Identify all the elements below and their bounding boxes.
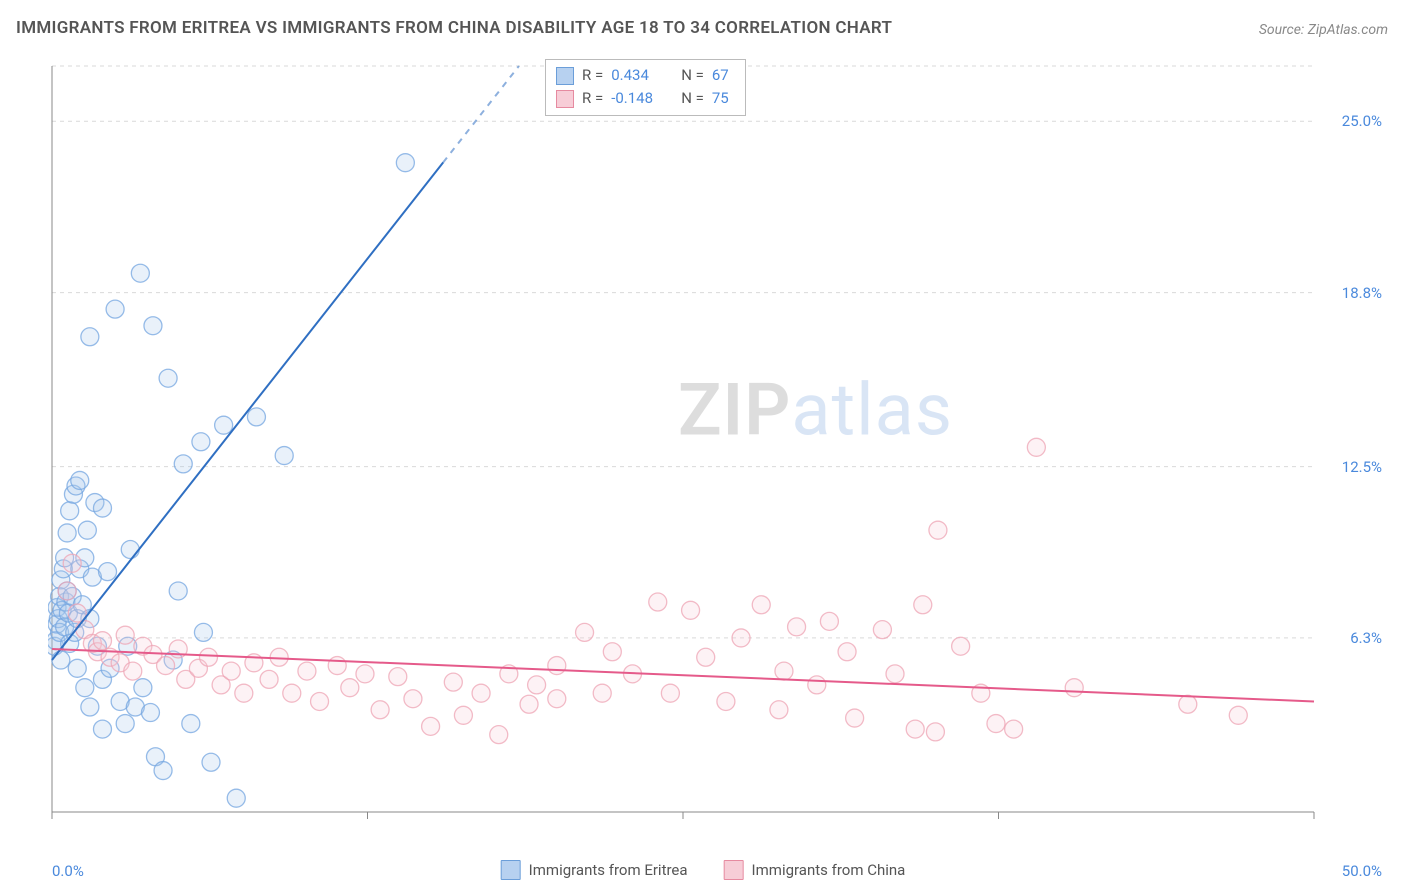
plot-area — [48, 58, 1388, 846]
y-axis-tick-label: 25.0% — [1342, 112, 1382, 130]
y-axis-tick-label: 12.5% — [1342, 458, 1382, 476]
stats-row-china: R = -0.148 N = 75 — [556, 87, 735, 110]
legend-label-china: Immigrants from China — [752, 861, 906, 879]
source-attribution: Source: ZipAtlas.com — [1259, 22, 1388, 38]
legend-swatch-eritrea — [501, 860, 521, 880]
stats-swatch-eritrea — [556, 67, 574, 85]
stats-n-value-china: 75 — [712, 87, 729, 110]
stats-r-value-china: -0.148 — [611, 87, 667, 110]
y-axis-tick-label: 6.3% — [1350, 629, 1382, 647]
stats-n-label: N = — [681, 87, 704, 110]
stats-swatch-china — [556, 90, 574, 108]
x-axis-min-label: 0.0% — [52, 862, 84, 880]
stats-r-label: R = — [582, 64, 603, 87]
stats-n-value-eritrea: 67 — [712, 64, 729, 87]
stats-r-value-eritrea: 0.434 — [611, 64, 667, 87]
legend-swatch-china — [724, 860, 744, 880]
correlation-stats-box: R = 0.434 N = 67 R = -0.148 N = 75 — [545, 59, 746, 116]
legend-item-eritrea: Immigrants from Eritrea — [501, 860, 688, 880]
legend-item-china: Immigrants from China — [724, 860, 906, 880]
x-axis-max-label: 50.0% — [1342, 862, 1382, 880]
legend-bottom: Immigrants from Eritrea Immigrants from … — [501, 860, 906, 880]
chart-title: IMMIGRANTS FROM ERITREA VS IMMIGRANTS FR… — [16, 18, 892, 38]
page-root: IMMIGRANTS FROM ERITREA VS IMMIGRANTS FR… — [0, 0, 1406, 892]
stats-r-label: R = — [582, 87, 603, 110]
stats-row-eritrea: R = 0.434 N = 67 — [556, 64, 735, 87]
legend-label-eritrea: Immigrants from Eritrea — [529, 861, 688, 879]
stats-n-label: N = — [681, 64, 704, 87]
y-axis-tick-label: 18.8% — [1342, 284, 1382, 302]
scatter-chart — [48, 58, 1388, 846]
